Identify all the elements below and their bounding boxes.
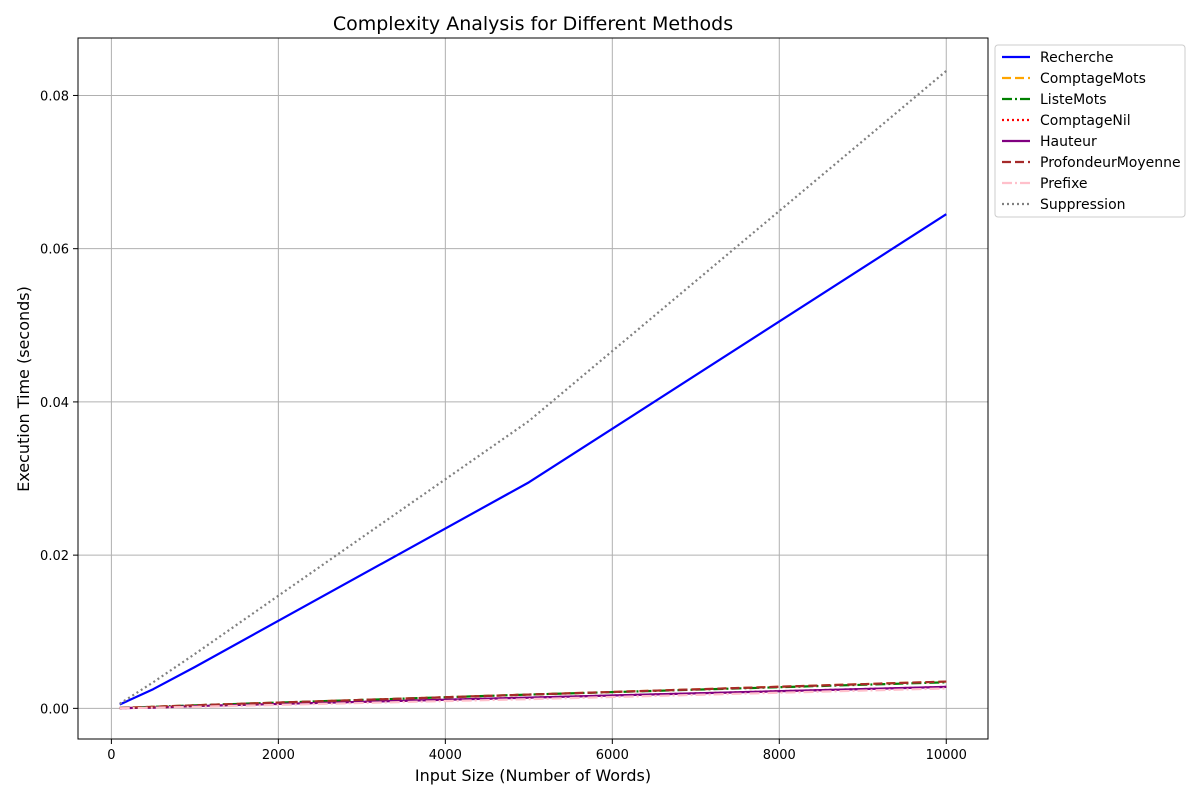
- x-tick-label: 4000: [429, 748, 462, 763]
- series-line-prefixe: [119, 687, 947, 710]
- x-tick-label: 6000: [596, 748, 629, 763]
- x-tick-label: 2000: [262, 748, 295, 763]
- plot-frame: [77, 37, 989, 740]
- legend-label-suppression: Suppression: [1040, 197, 1126, 213]
- y-tick-label: 0.00: [40, 702, 69, 717]
- series-line-recherche: [119, 213, 947, 706]
- chart-title: Complexity Analysis for Different Method…: [333, 13, 733, 35]
- series-line-suppression: [119, 70, 947, 705]
- legend-frame: [994, 44, 1186, 218]
- y-tick-label: 0.08: [40, 89, 69, 104]
- x-tick-label: 0: [107, 748, 115, 763]
- legend-label-listemots: ListeMots: [1040, 92, 1107, 108]
- x-tick-label: 8000: [763, 748, 796, 763]
- series-layer: [119, 70, 947, 710]
- grid-layer: [78, 38, 988, 739]
- legend: Recherche ComptageMots ListeMots ComptageNi…: [994, 44, 1186, 218]
- y-tick-label: 0.02: [40, 549, 69, 564]
- series-line-profondeurmoyenne: [119, 680, 947, 710]
- legend-label-recherche: Recherche: [1040, 50, 1114, 66]
- legend-label-comptagenil: ComptageNil: [1040, 113, 1131, 129]
- x-axis-title: Input Size (Number of Words): [415, 766, 651, 785]
- legend-label-comptagemots: ComptageMots: [1040, 71, 1146, 87]
- x-tick-label: 10000: [926, 748, 967, 763]
- y-axis-title: Execution Time (seconds): [14, 286, 33, 492]
- legend-label-prefixe: Prefixe: [1040, 176, 1088, 192]
- legend-label-hauteur: Hauteur: [1040, 134, 1097, 150]
- legend-label-profondeurmoyenne: ProfondeurMoyenne: [1040, 155, 1181, 171]
- y-tick-label: 0.04: [40, 396, 69, 411]
- tick-layer: 0 2000 4000 6000 8000 10000 0.00 0.02 0.04 0.06 0.…: [40, 89, 967, 763]
- y-tick-label: 0.06: [40, 243, 69, 258]
